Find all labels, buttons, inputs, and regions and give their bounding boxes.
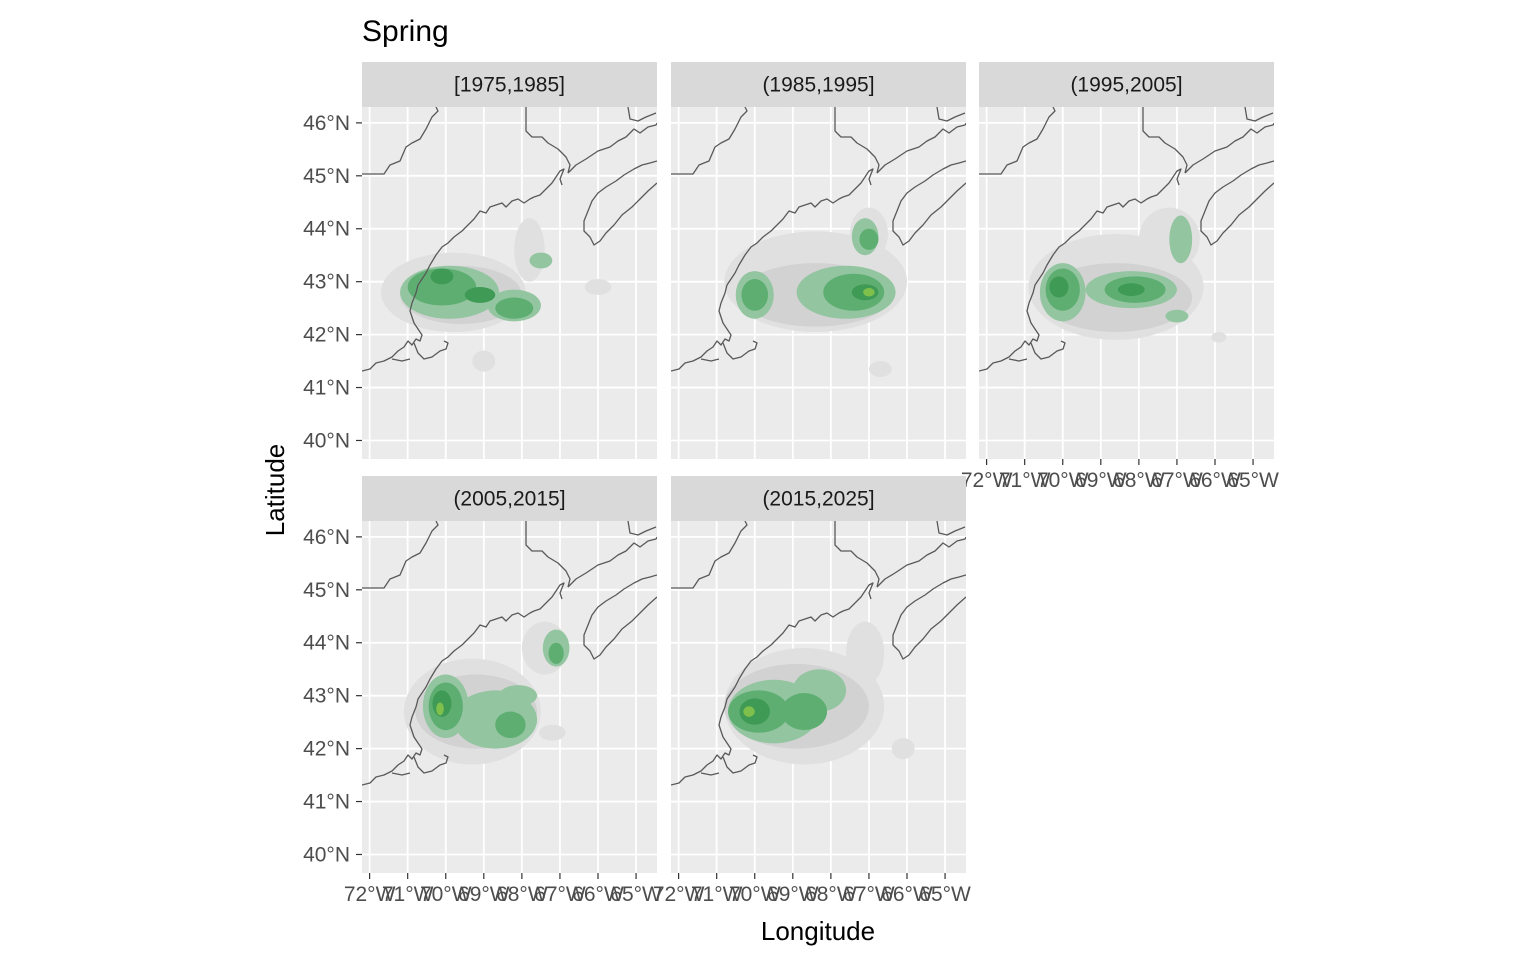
density-contour [472, 350, 496, 372]
y-tick-label: 40°N [303, 429, 350, 452]
panel-plot-area [362, 521, 657, 873]
x-tick-label: 69°W [1075, 469, 1127, 492]
density-contour [436, 702, 444, 716]
density-contour [548, 642, 564, 664]
density-contour [430, 268, 454, 285]
density-contour [868, 361, 892, 377]
density-contour [743, 706, 755, 717]
density-contour [584, 279, 612, 295]
x-tick-label: 70°W [420, 883, 472, 906]
x-tick-label: 69°W [767, 883, 819, 906]
facet-panel: (2015,2025] 72°W71°W70°W69°W68°W67°W66°W6… [653, 476, 971, 906]
facet-strip-label: (1985,1995] [762, 74, 874, 97]
y-tick-label: 45°N [303, 165, 350, 188]
density-contour [495, 297, 534, 319]
density-contour [499, 685, 538, 707]
facet-panel: [1975,1985] 40°N 41°N 42°N 43°N 44°N 45°N 46°N [303, 62, 657, 459]
y-tick-label: 46°N [303, 112, 350, 135]
x-tick-label: 66°W [881, 883, 933, 906]
x-tick-label: 67°W [1151, 469, 1203, 492]
density-contour [1117, 283, 1145, 296]
y-tick-label: 44°N [303, 632, 350, 655]
density-contour [495, 711, 526, 739]
facet-panel: (2005,2015] 40°N 41°N 42°N 43°N 44°N 45°N 46°N 7… [303, 476, 662, 906]
x-tick-label: 72°W [344, 883, 396, 906]
x-tick-label: 68°W [496, 883, 548, 906]
facet-strip [979, 62, 1274, 107]
facet-strip [362, 476, 657, 521]
facet-panel: (1995,2005] 72°W71°W70°W69°W68°W67°W66°W6… [961, 62, 1279, 492]
facet-panel: (1985,1995] [671, 62, 966, 459]
facet-strip [362, 62, 657, 107]
facet-strip-label: (2005,2015] [453, 488, 565, 511]
panel-plot-area [979, 107, 1274, 459]
y-tick-label: 46°N [303, 526, 350, 549]
y-axis-title: Latitude [260, 444, 290, 537]
y-tick-label: 43°N [303, 685, 350, 708]
density-contour [739, 698, 770, 725]
panel-plot-area [362, 107, 657, 459]
x-tick-label: 67°W [843, 883, 895, 906]
x-axis-title: Longitude [761, 916, 875, 946]
x-tick-label: 72°W [961, 469, 1013, 492]
y-tick-label: 43°N [303, 271, 350, 294]
y-tick-label: 42°N [303, 738, 350, 761]
x-tick-label: 66°W [572, 883, 624, 906]
chart-title: Spring [362, 15, 449, 48]
x-tick-label: 68°W [1113, 469, 1165, 492]
y-tick-label: 42°N [303, 324, 350, 347]
facet-panels: [1975,1985]40°N41°N42°N43°N44°N45°N46°N(… [303, 62, 1279, 906]
x-tick-label: 71°W [691, 883, 743, 906]
x-tick-label: 65°W [1227, 469, 1279, 492]
panel-plot-area [671, 521, 966, 873]
y-tick-label: 40°N [303, 843, 350, 866]
y-tick-label: 41°N [303, 377, 350, 400]
x-tick-label: 71°W [382, 883, 434, 906]
density-contour [1169, 215, 1193, 264]
facet-strip-label: [1975,1985] [454, 74, 565, 97]
density-contour [741, 279, 769, 311]
x-tick-label: 70°W [729, 883, 781, 906]
facet-strip [671, 476, 966, 521]
x-tick-label: 66°W [1189, 469, 1241, 492]
x-tick-label: 67°W [534, 883, 586, 906]
density-contour [539, 724, 566, 741]
y-tick-label: 44°N [303, 218, 350, 241]
density-contour [863, 288, 875, 297]
density-contour [1049, 276, 1069, 298]
facet-strip-label: (2015,2025] [762, 488, 874, 511]
x-tick-label: 70°W [1037, 469, 1089, 492]
y-tick-label: 45°N [303, 579, 350, 602]
density-contour [529, 252, 553, 269]
density-contour [781, 693, 828, 731]
density-contour [407, 268, 477, 306]
x-tick-label: 65°W [919, 883, 971, 906]
panel-plot-area [671, 107, 966, 459]
x-tick-label: 65°W [610, 883, 662, 906]
density-contour [891, 738, 915, 760]
x-tick-label: 71°W [999, 469, 1051, 492]
facet-strip [671, 62, 966, 107]
density-contour [1165, 309, 1189, 323]
density-contour [859, 228, 879, 250]
density-contour [514, 218, 545, 282]
facet-strip-label: (1995,2005] [1070, 74, 1182, 97]
y-tick-label: 41°N [303, 791, 350, 814]
density-contour [1211, 331, 1227, 343]
x-tick-label: 72°W [653, 883, 705, 906]
x-tick-label: 69°W [458, 883, 510, 906]
x-tick-label: 68°W [805, 883, 857, 906]
density-contour [846, 621, 885, 686]
density-contour [464, 286, 496, 303]
